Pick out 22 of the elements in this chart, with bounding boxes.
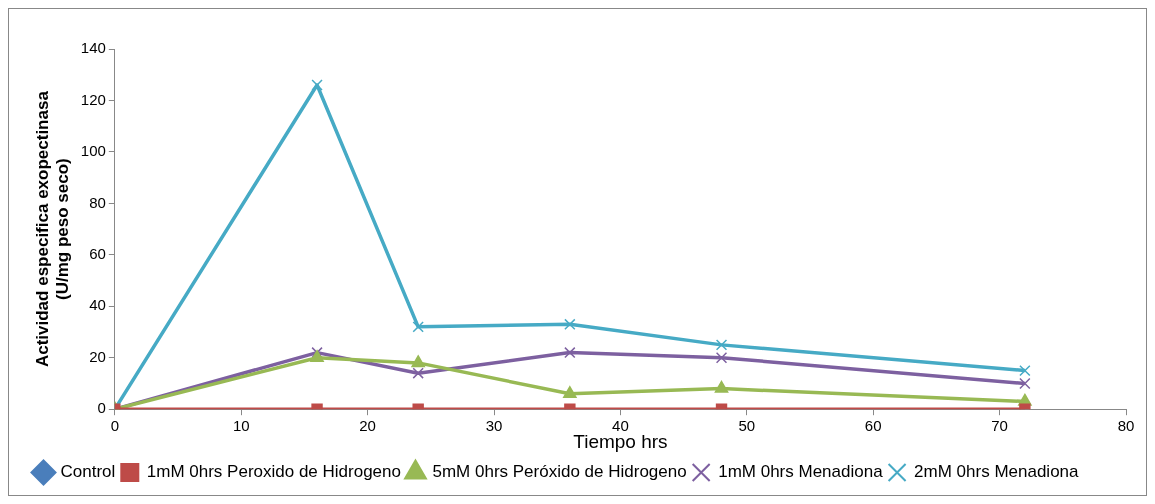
x-tick-label: 60 xyxy=(864,417,882,435)
x-tick-label: 70 xyxy=(991,417,1008,435)
legend-label: 1mM 0hrs Peroxido de Hidrogeno xyxy=(146,462,401,482)
legend-label: 1mM 0hrs Menadiona xyxy=(718,462,884,482)
x-tick-label: 10 xyxy=(232,417,250,435)
legend-label: 2mM 0hrs Menadiona xyxy=(914,462,1080,482)
x-tick-label: 80 xyxy=(1117,417,1135,435)
y-axis-title: Actividad especifica exopectinasa (U/mg peso seco) xyxy=(32,90,73,368)
y-tick-label: 20 xyxy=(89,347,106,365)
x-tick-label: 30 xyxy=(485,417,503,435)
x-tick-label: 20 xyxy=(359,417,376,435)
x-tick-label: 0 xyxy=(110,417,119,435)
y-tick-label: 80 xyxy=(89,193,106,211)
y-tick-label: 60 xyxy=(89,244,106,262)
legend-label: Control xyxy=(60,462,116,482)
y-tick-label: 100 xyxy=(80,142,106,160)
y-tick-label: 120 xyxy=(80,90,106,108)
legend-label: 5mM 0hrs Peróxido de Hidrogeno xyxy=(432,462,687,482)
y-tick-label: 40 xyxy=(89,296,106,314)
x-tick-label: 50 xyxy=(738,417,756,435)
y-tick-label: 0 xyxy=(97,399,106,417)
y-tick-label: 140 xyxy=(80,39,106,57)
